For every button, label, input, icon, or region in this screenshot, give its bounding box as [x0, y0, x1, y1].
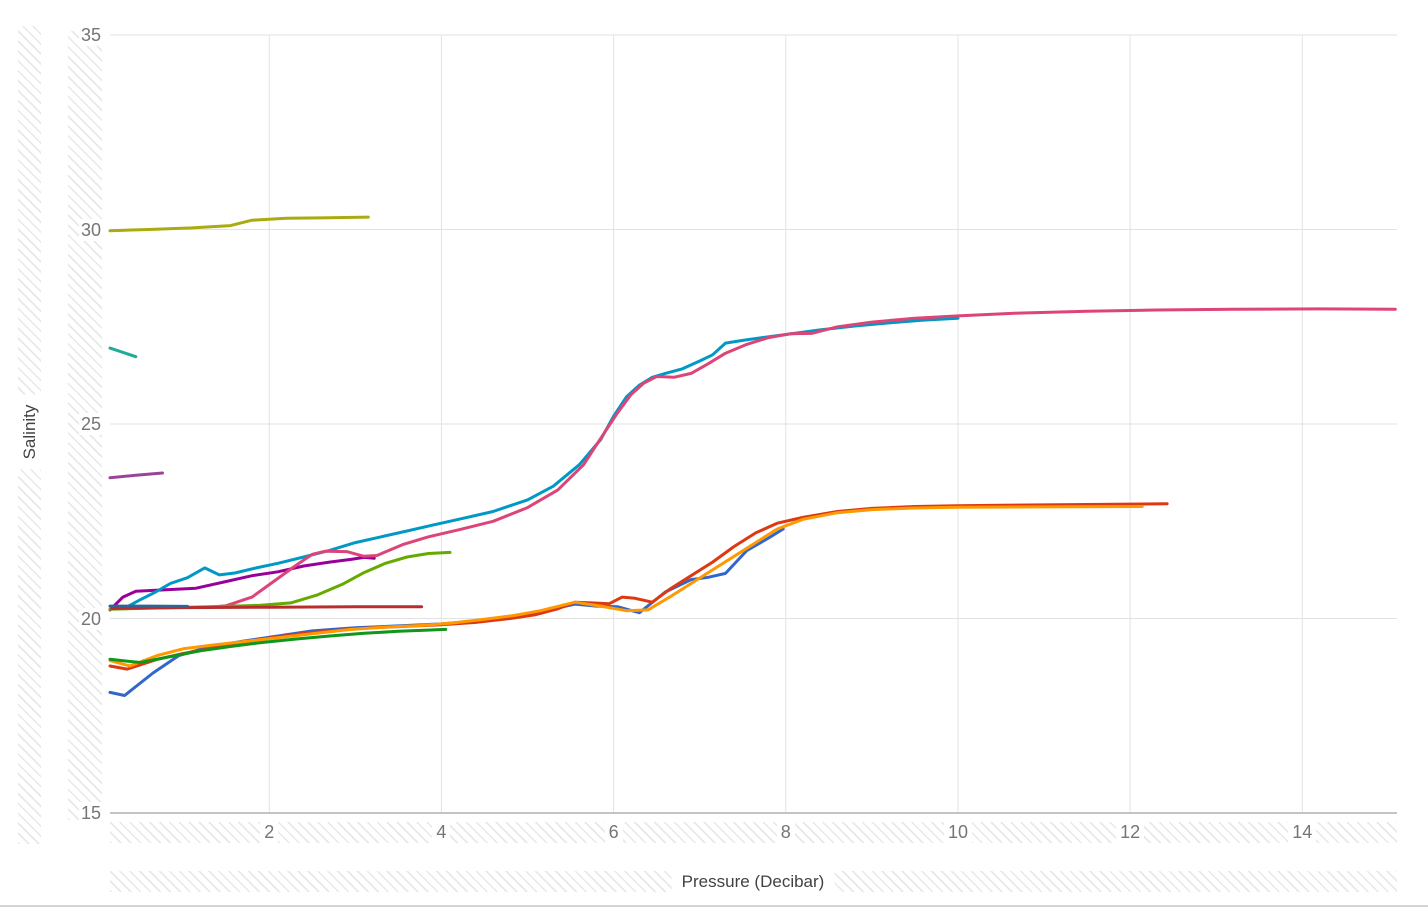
- series-line-violet[interactable]: [108, 471, 164, 480]
- x-tick-label-14: 14: [1288, 821, 1317, 843]
- series-line-pink[interactable]: [203, 307, 1397, 610]
- hatch-band-x-ticks: [110, 822, 1397, 843]
- x-tick-label-6: 6: [604, 821, 623, 843]
- series-line-light-green[interactable]: [108, 550, 452, 611]
- y-tick-label-15: 15: [78, 802, 103, 824]
- x-axis-title: Pressure (Decibar): [671, 870, 835, 894]
- x-tick-label-4: 4: [432, 821, 451, 843]
- series-line-purple[interactable]: [108, 555, 376, 612]
- series-line-cyan[interactable]: [125, 316, 960, 609]
- x-tick-label-10: 10: [943, 821, 972, 843]
- y-tick-label-35: 35: [78, 24, 103, 46]
- series-line-orange[interactable]: [108, 505, 1144, 668]
- x-tick-label-2: 2: [260, 821, 279, 843]
- series-line-teal[interactable]: [108, 346, 138, 359]
- series-line-dark-red[interactable]: [110, 605, 424, 610]
- series-line-green[interactable]: [108, 627, 448, 664]
- x-tick-label-12: 12: [1116, 821, 1145, 843]
- series-line-olive[interactable]: [108, 215, 370, 233]
- x-tick-label-8: 8: [776, 821, 795, 843]
- y-axis-title: Salinity: [18, 394, 42, 470]
- bottom-divider: [0, 905, 1428, 907]
- y-tick-label-20: 20: [78, 607, 103, 630]
- y-tick-label-30: 30: [78, 218, 103, 241]
- y-tick-label-25: 25: [78, 413, 103, 435]
